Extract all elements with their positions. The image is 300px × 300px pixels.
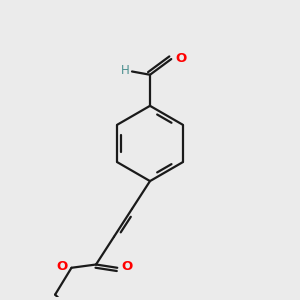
- Text: O: O: [175, 52, 186, 65]
- Text: O: O: [56, 260, 68, 273]
- Text: O: O: [121, 260, 133, 273]
- Text: H: H: [121, 64, 129, 77]
